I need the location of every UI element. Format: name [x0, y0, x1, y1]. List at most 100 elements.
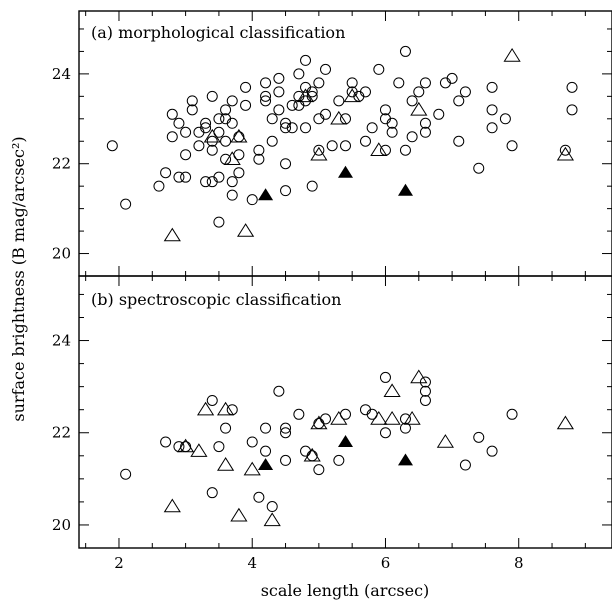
open-circle-point [280, 185, 292, 197]
open-circle-point [419, 117, 431, 129]
open-circle-point [473, 162, 485, 174]
open-circle-point [486, 122, 498, 134]
open-circle-point [233, 167, 245, 179]
open-circle-point [333, 95, 345, 107]
open-circle-point [273, 86, 285, 98]
open-circle-point [386, 126, 398, 138]
open-triangle-point [303, 447, 321, 462]
open-circle-point [286, 99, 298, 111]
open-circle-point [206, 90, 218, 102]
open-circle-point [399, 144, 411, 156]
open-triangle-point [236, 223, 255, 237]
open-circle-point [260, 95, 272, 107]
open-circle-point [206, 487, 218, 499]
open-circle-point [226, 189, 238, 201]
open-circle-point [253, 491, 265, 503]
open-circle-point [313, 77, 325, 89]
open-circle-point [220, 104, 232, 116]
open-circle-point [393, 77, 405, 89]
open-circle-point [379, 371, 391, 383]
open-circle-point [206, 144, 218, 156]
open-circle-point [213, 216, 225, 228]
open-circle-point [419, 394, 431, 406]
open-circle-point [326, 140, 338, 152]
open-circle-point [193, 140, 205, 152]
open-circle-point [180, 171, 192, 183]
open-triangle-point [216, 401, 235, 416]
open-circle-point [559, 144, 571, 156]
x-tick-label: 8 [514, 554, 524, 572]
panel-b-points [120, 369, 575, 527]
filled-triangle-point [337, 165, 354, 178]
y-tick-label: 20 [52, 516, 71, 534]
open-triangle-point [343, 88, 361, 103]
open-circle-point [373, 63, 385, 75]
open-circle-point [213, 113, 225, 125]
open-circle-point [200, 176, 212, 188]
open-circle-point [293, 68, 305, 80]
open-circle-point [293, 408, 305, 420]
open-circle-point [200, 122, 212, 134]
x-tick-label: 6 [381, 554, 391, 572]
open-circle-point [246, 194, 258, 206]
open-circle-point [313, 144, 325, 156]
open-circle-point [446, 72, 458, 84]
open-circle-point [186, 95, 198, 107]
x-tick-label: 4 [247, 554, 257, 572]
y-tick-label: 24 [52, 65, 71, 83]
open-circle-point [106, 140, 118, 152]
open-circle-point [499, 113, 511, 125]
open-circle-point [286, 122, 298, 134]
open-circle-point [180, 149, 192, 161]
open-circle-point [359, 135, 371, 147]
filled-triangle-point [337, 435, 354, 447]
open-circle-point [300, 122, 312, 134]
open-circle-point [213, 441, 225, 453]
open-circle-point [226, 117, 238, 129]
open-triangle-point [403, 410, 421, 425]
open-triangle-point [330, 110, 348, 125]
open-circle-point [333, 454, 345, 466]
open-circle-point [240, 99, 252, 111]
panel-a-title: (a) morphological classification [91, 23, 345, 42]
open-circle-point [120, 468, 132, 480]
open-circle-point [153, 180, 165, 192]
open-triangle-point [410, 101, 428, 116]
open-circle-point [433, 108, 445, 120]
open-circle-point [406, 95, 418, 107]
open-circle-point [226, 176, 238, 188]
open-circle-point [240, 81, 252, 93]
open-circle-point [346, 77, 358, 89]
open-circle-point [233, 131, 245, 143]
open-triangle-point [203, 128, 221, 143]
open-circle-point [453, 95, 465, 107]
open-circle-point [160, 167, 172, 179]
open-circle-point [419, 126, 431, 138]
open-circle-point [366, 122, 378, 134]
x-tick-label: 2 [114, 554, 124, 572]
open-triangle-point [163, 227, 181, 242]
open-circle-point [459, 86, 471, 98]
open-circle-point [313, 464, 325, 476]
panel-a-ticks: 20 22 24 [52, 11, 612, 277]
open-triangle-point [370, 142, 388, 156]
open-triangle-point [383, 383, 401, 397]
open-triangle-point [263, 512, 281, 527]
open-circle-point [280, 158, 292, 170]
filled-triangle-point [257, 188, 274, 201]
open-circle-point [180, 126, 192, 138]
open-circle-point [173, 171, 185, 183]
open-triangle-point [296, 88, 315, 103]
open-triangle-point [383, 410, 401, 425]
y-tick-label: 24 [52, 332, 71, 350]
open-circle-point [200, 117, 212, 129]
open-triangle-point [190, 443, 208, 457]
y-axis-label: surface brightness (B mag/arcsec²) [9, 136, 28, 421]
y-tick-label: 20 [52, 245, 71, 263]
open-circle-point [173, 117, 185, 129]
open-circle-point [266, 501, 278, 513]
open-triangle-point [243, 461, 261, 476]
open-circle-point [320, 63, 332, 75]
open-circle-point [280, 422, 292, 434]
